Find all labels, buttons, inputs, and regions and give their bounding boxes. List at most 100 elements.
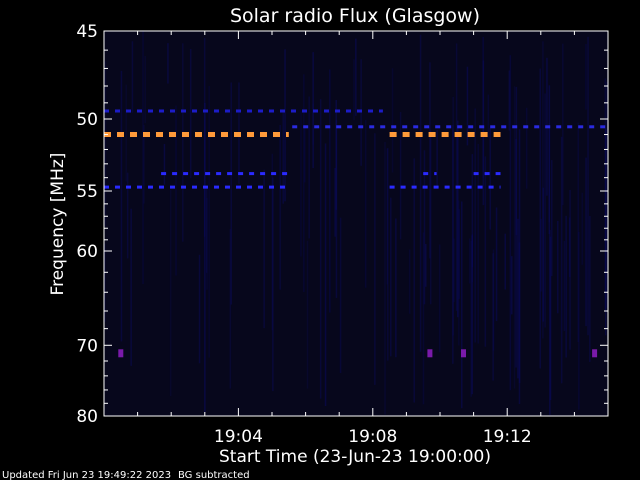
noise-streak — [477, 144, 479, 344]
emission-band-dash — [435, 125, 441, 129]
noise-streak — [163, 144, 166, 185]
noise-streak — [263, 169, 265, 329]
emission-band-dash — [104, 185, 109, 189]
emission-band-dash — [282, 172, 288, 176]
y-tick-label: 55 — [76, 182, 98, 202]
noise-streak — [587, 36, 589, 336]
noise-streak — [399, 112, 402, 240]
emission-band-dash — [117, 132, 124, 137]
emission-band-dash — [600, 125, 606, 129]
noise-streak — [374, 133, 376, 385]
emission-band-dash — [335, 109, 340, 113]
noise-streak — [569, 190, 571, 350]
emission-band — [104, 132, 289, 137]
emission-band-dash — [346, 109, 351, 113]
noise-streak — [104, 61, 107, 227]
noise-streak — [585, 157, 587, 327]
emission-band-dash — [115, 185, 120, 189]
noise-streak — [198, 254, 201, 364]
emission-band-dash — [203, 109, 208, 113]
noise-streak — [339, 217, 342, 373]
noise-streak — [390, 197, 392, 357]
noise-streak — [540, 218, 542, 292]
y-tick-label: 80 — [76, 407, 98, 427]
emission-band-dash — [480, 132, 488, 137]
emission-band-dash — [477, 185, 483, 189]
noise-streak — [468, 238, 471, 284]
emission-band-dash — [238, 172, 244, 176]
noise-streak — [458, 209, 460, 299]
emission-band-dash — [357, 109, 362, 113]
noise-streak — [466, 66, 469, 146]
emission-band-dash — [389, 185, 395, 189]
emission-band-dash — [214, 185, 219, 189]
noise-streak — [130, 208, 132, 366]
noise-streak — [364, 119, 367, 288]
emission-band-dash — [172, 172, 178, 176]
noise-streak — [271, 153, 274, 331]
emission-band-dash — [368, 109, 373, 113]
emission-band — [104, 109, 383, 113]
emission-band-dash — [467, 132, 475, 137]
emission-band-dash — [208, 132, 215, 137]
emission-band-dash — [214, 109, 219, 113]
emission-band-dash — [273, 132, 280, 137]
emission-band-dash — [454, 132, 462, 137]
noise-streak — [565, 215, 567, 358]
emission-band-dash — [269, 185, 274, 189]
y-tick-label: 45 — [76, 22, 98, 42]
emission-band-dash — [181, 109, 186, 113]
emission-band-dash — [192, 185, 197, 189]
emission-band-dash — [488, 185, 494, 189]
noise-streak — [517, 218, 519, 379]
emission-band-dash — [137, 185, 142, 189]
noise-streak — [604, 78, 607, 310]
noise-streak — [203, 37, 206, 237]
emission-band-dash — [236, 109, 241, 113]
noise-streak — [551, 160, 553, 276]
noise-streak — [169, 189, 172, 397]
emission-band-dash — [567, 125, 573, 129]
noise-streak — [300, 111, 302, 257]
emission-band-dash — [170, 109, 175, 113]
emission-band-dash — [512, 125, 518, 129]
noise-streak — [453, 238, 455, 303]
emission-band-dash — [137, 109, 142, 113]
emission-band-dash — [249, 172, 255, 176]
emission-band — [423, 172, 437, 176]
emission-band-dash — [336, 125, 342, 129]
noise-streak — [568, 217, 571, 277]
noise-streak — [391, 68, 394, 173]
emission-band-dash — [126, 109, 131, 113]
emission-band-dash — [423, 172, 429, 176]
noise-streak — [606, 81, 608, 308]
noise-streak — [279, 125, 281, 290]
emission-band-dash — [183, 172, 189, 176]
noise-streak — [560, 136, 563, 384]
emission-band-dash — [402, 132, 410, 137]
noise-streak — [457, 120, 459, 318]
y-axis-label: Frequency [MHz] — [48, 153, 68, 296]
noise-streak — [423, 150, 426, 305]
emission-band-dash — [402, 125, 408, 129]
emission-band-dash — [428, 132, 436, 137]
emission-spot — [118, 349, 124, 358]
emission-band-dash — [247, 132, 254, 137]
emission-band-dash — [534, 125, 540, 129]
emission-band — [292, 125, 606, 129]
noise-streak — [335, 120, 338, 298]
y-tick-label: 70 — [76, 336, 98, 356]
noise-streak — [230, 82, 232, 305]
emission-band-dash — [130, 132, 137, 137]
noise-streak — [182, 43, 184, 242]
emission-band-dash — [280, 109, 285, 113]
emission-band-dash — [258, 109, 263, 113]
emission-band-dash — [247, 109, 252, 113]
emission-band-dash — [441, 132, 449, 137]
emission-band-dash — [422, 185, 428, 189]
emission-band-dash — [159, 185, 164, 189]
emission-band-dash — [292, 125, 298, 129]
emission-band-dash — [156, 132, 163, 137]
emission-band-dash — [468, 125, 474, 129]
